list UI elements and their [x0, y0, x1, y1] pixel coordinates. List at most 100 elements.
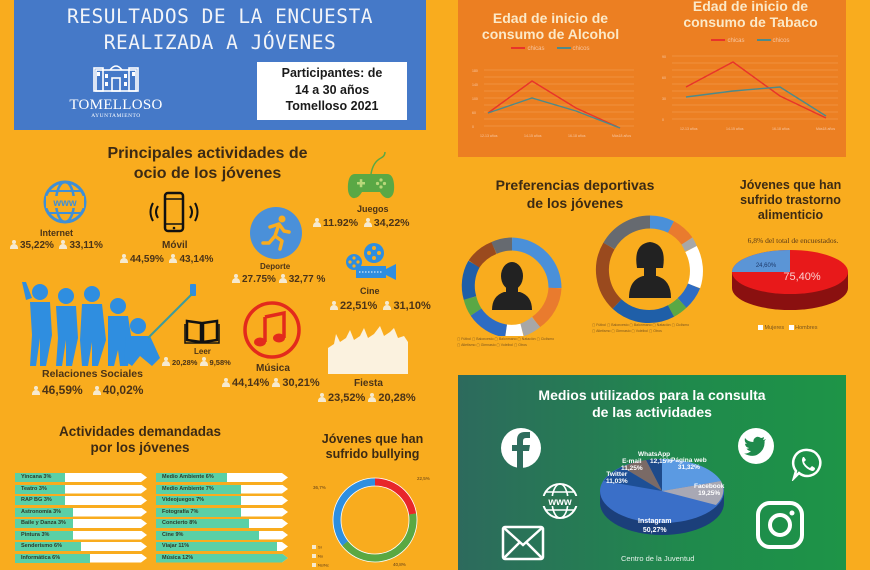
male-icon	[363, 218, 372, 227]
svg-text:100: 100	[472, 97, 478, 101]
demand-bar-label: Música 12%	[162, 554, 194, 561]
bullying-title: Jóvenes que han sufrido bullying	[300, 432, 445, 462]
demand-bar: Viajar 11%	[156, 542, 288, 551]
trastorno-title-line-2: sufrido trastorno	[740, 193, 841, 207]
activity-label: Internet	[40, 228, 74, 238]
female-pct: 22,51%	[340, 300, 378, 312]
svg-text:Sí: Sí	[318, 545, 323, 550]
town-hall-icon	[93, 65, 139, 92]
female-pct: 35,22%	[20, 240, 54, 251]
svg-text:30: 30	[662, 97, 666, 101]
alcohol-chart-title: Edad de inicio de consumo de Alcohol	[458, 10, 643, 42]
alcohol-line-chart: 180 140 100 60 0 12-13 años 14-15 años 16-18 a…	[472, 69, 634, 138]
svg-text:60: 60	[662, 76, 666, 80]
legend-chicos: chicos	[756, 38, 790, 44]
svg-text:Más18 años: Más18 años	[612, 134, 631, 138]
twitter-label: Twitter	[606, 471, 628, 478]
male-pct: 40,02%	[102, 383, 144, 397]
legend-chicas-label: chicas	[727, 38, 745, 44]
male-pct: 32,77 %	[288, 274, 326, 285]
demandadas-title-line-1: Actividades demandadas	[58, 424, 222, 439]
medios-panel: Medios utilizados para la consulta de la…	[458, 375, 846, 570]
demand-bar: RAP BG 3%	[15, 496, 147, 505]
legend-chicas: chicas	[711, 38, 745, 44]
facebook-icon	[501, 428, 541, 468]
demand-bar-label: Pintura 3%	[21, 531, 50, 538]
ocio-title: Principales actividades de ocio de los j…	[80, 144, 335, 184]
demand-bar: Pintura 3%	[15, 530, 147, 540]
tabaco-legend: chicas chicos	[658, 38, 843, 44]
bullying-si-pct: 22,5%	[417, 476, 430, 481]
activity-cine: Cine 22,51% 31,10%	[330, 242, 440, 312]
female-icon	[313, 218, 321, 227]
legend-mujeres: Mujeres	[764, 325, 785, 331]
activity-percentages: 20,28% 9,58%	[162, 357, 247, 367]
medios-footer: Centro de la Juventud	[621, 554, 695, 563]
activity-label: Música	[256, 363, 290, 374]
demand-bar: Videojuegos 7%	[156, 496, 288, 505]
running-person-icon	[250, 207, 302, 259]
demand-bar-label: Medio Ambiente 6%	[162, 474, 214, 480]
participants-box: Participantes: de 14 a 30 años Tomelloso…	[257, 62, 407, 120]
male-icon	[59, 240, 68, 249]
tabaco-title-line-1: Edad de inicio de	[692, 0, 809, 14]
activity-label: Deporte	[260, 262, 291, 271]
male-icon	[199, 357, 208, 366]
gamepad-icon	[347, 152, 395, 199]
svg-text:90: 90	[662, 55, 666, 59]
activity-fiesta: Fiesta 23,52% 20,28%	[318, 326, 433, 404]
demandadas-left-list: Yincana 3% Teatro 3% RAP BG 3% Astronomí…	[15, 473, 150, 570]
demand-bar: Teatro 3%	[15, 484, 147, 494]
svg-text:Más18 años: Más18 años	[816, 127, 835, 131]
female-icon	[222, 378, 230, 387]
medios-pie-chart	[600, 458, 724, 535]
demand-bar: Informática 6%	[15, 553, 147, 563]
legend-chicas-label: chicas	[527, 46, 545, 52]
male-sports-legend: ▢ Fútbol ▢ Baloncesto ▢ Balonmano ▢ Nata…	[457, 337, 555, 347]
pie-label-whatsapp-pct: 12,15%	[650, 458, 672, 465]
medios-title: Medios utilizados para la consulta de la…	[458, 387, 846, 421]
email-label: E-mail	[622, 458, 642, 465]
demand-bar: Cine 9%	[156, 530, 288, 540]
female-icon	[120, 254, 128, 263]
demand-bar: Yincana 3%	[15, 473, 147, 482]
male-pct: 33,11%	[69, 240, 103, 251]
twitter-pct: 11,03%	[606, 478, 628, 485]
trastorno-pie-chart: 24,60% 75,40%	[732, 250, 848, 310]
male-sports-donut	[461, 237, 562, 336]
email-envelope-icon	[501, 525, 545, 561]
male-pct: 31,10%	[393, 300, 431, 312]
deportes-title-line-2: de los jóvenes	[526, 195, 624, 211]
demand-bar: Medio Ambiente 7%	[156, 484, 288, 494]
whatsapp-icon	[791, 448, 822, 481]
demand-bar-label: RAP BG 3%	[21, 497, 52, 503]
svg-text:14-15 años: 14-15 años	[726, 127, 744, 131]
instagram-pct: 50,27%	[642, 527, 667, 534]
mujeres-pct: 75,40%	[783, 271, 821, 283]
svg-text:16-18 años: 16-18 años	[772, 127, 790, 131]
alcohol-title-line-1: Edad de inicio de	[492, 10, 609, 26]
demand-bar-label: Cine 9%	[162, 531, 184, 538]
activity-relaciones-sociales: Relaciones Sociales 46,59% 40,02%	[20, 280, 210, 397]
globe-www-icon: www	[541, 483, 579, 519]
logo-subtitle: AYUNTAMIENTO	[91, 113, 141, 119]
open-book-icon	[184, 319, 220, 344]
demand-bar: Senderismo 6%	[15, 542, 147, 551]
bullying-nsnc-pct: 36,7%	[313, 485, 326, 490]
male-icon	[92, 386, 101, 395]
facebook-pct: 19,25%	[698, 490, 721, 497]
trastorno-subtitle: 6,8% del total de encuestados.	[747, 236, 839, 245]
trastorno-title-line-3: alimenticio	[757, 208, 824, 222]
tomelloso-logo: TOMELLOSO AYUNTAMIENTO	[66, 62, 166, 119]
instagram-label: Instagram	[638, 518, 672, 525]
legend-chicas: chicas	[511, 46, 545, 52]
activity-percentages: 27.75% 32,77 %	[228, 274, 338, 285]
female-pct: 27.75%	[242, 274, 276, 285]
globe-www-icon: www	[43, 180, 87, 224]
alcohol-legend: chicas chicos	[458, 46, 643, 52]
legend-chicos-label: chicos	[572, 46, 590, 52]
demandadas-right-list: Medio Ambiente 6% Medio Ambiente 7% Vide…	[156, 473, 291, 570]
demand-bar: Concierto 8%	[156, 519, 288, 528]
whatsapp-pct: 12,15%	[650, 458, 673, 465]
medios-title-line-1: Medios utilizados para la consulta	[538, 387, 766, 403]
